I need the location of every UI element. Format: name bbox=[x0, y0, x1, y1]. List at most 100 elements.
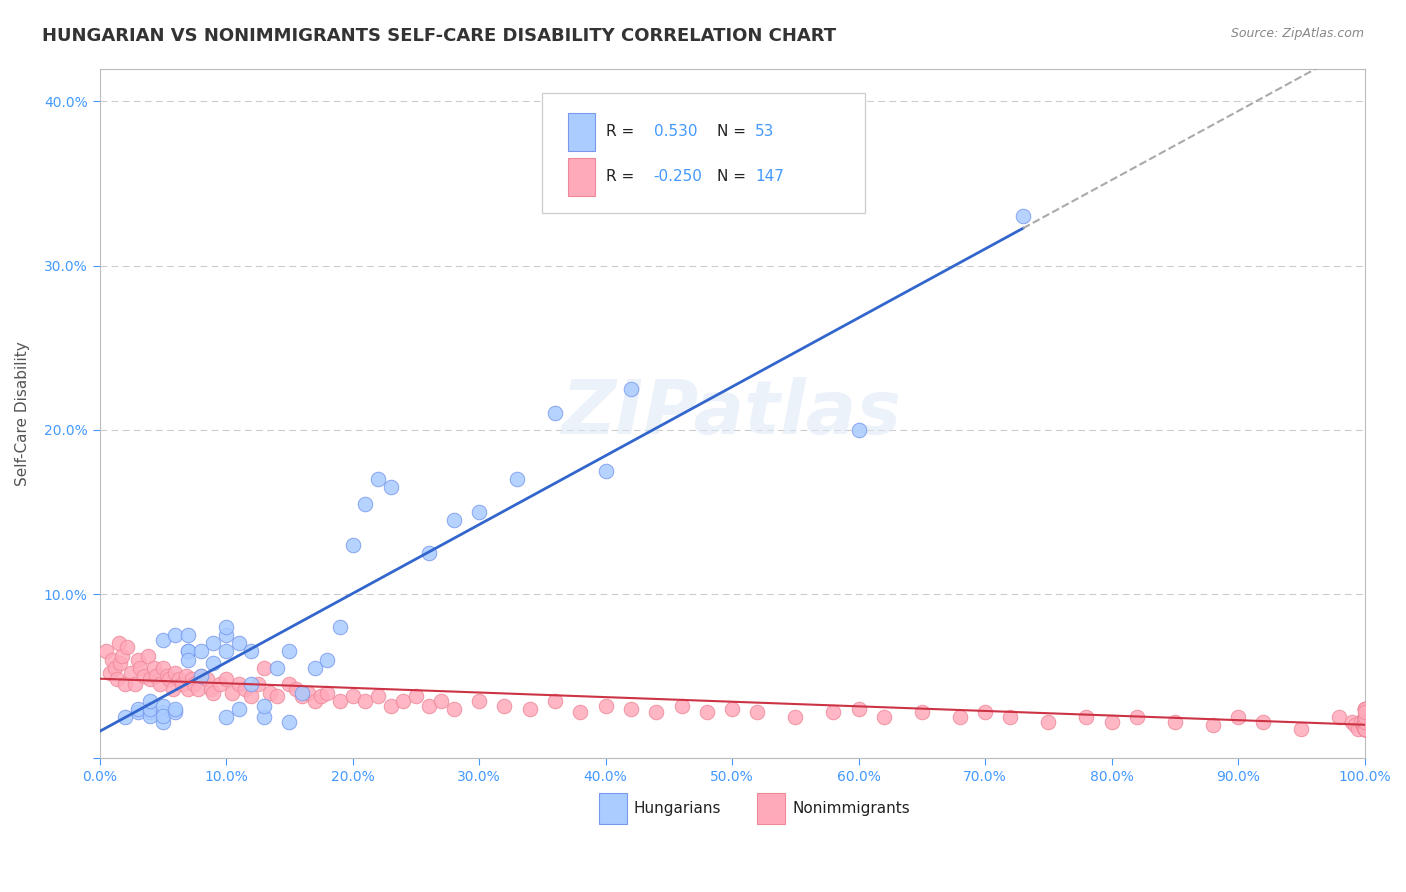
Point bbox=[309, 689, 332, 703]
Text: R =: R = bbox=[606, 169, 634, 185]
Point bbox=[1000, 710, 1022, 724]
Point bbox=[304, 694, 326, 708]
Point bbox=[1354, 710, 1376, 724]
Point bbox=[1354, 702, 1376, 716]
Point bbox=[1354, 718, 1376, 732]
Point bbox=[165, 702, 187, 716]
Point bbox=[195, 673, 218, 687]
Text: -0.250: -0.250 bbox=[654, 169, 703, 185]
Point bbox=[1354, 715, 1376, 730]
Point bbox=[145, 669, 167, 683]
Point bbox=[228, 636, 250, 650]
Point bbox=[443, 513, 465, 527]
Point bbox=[291, 685, 314, 699]
Text: 147: 147 bbox=[755, 169, 783, 185]
Point bbox=[595, 464, 617, 478]
Point bbox=[544, 406, 567, 420]
Point bbox=[1354, 722, 1376, 736]
Point bbox=[380, 698, 402, 713]
Bar bbox=[568, 113, 596, 152]
Point bbox=[165, 665, 187, 680]
Point bbox=[1329, 710, 1351, 724]
Point bbox=[104, 661, 127, 675]
Point bbox=[316, 653, 339, 667]
Point bbox=[111, 649, 134, 664]
Point bbox=[177, 682, 200, 697]
Point bbox=[949, 710, 972, 724]
Point bbox=[190, 669, 212, 683]
Text: 53: 53 bbox=[755, 125, 775, 139]
Point bbox=[127, 705, 149, 719]
Point bbox=[911, 705, 934, 719]
Point bbox=[187, 682, 209, 697]
Point bbox=[1354, 722, 1376, 736]
Point bbox=[124, 677, 146, 691]
Point bbox=[105, 673, 128, 687]
Point bbox=[246, 677, 269, 691]
Point bbox=[354, 497, 377, 511]
Point bbox=[1354, 715, 1376, 730]
Point bbox=[1354, 710, 1376, 724]
Point bbox=[132, 669, 155, 683]
Point bbox=[177, 628, 200, 642]
Point bbox=[1354, 710, 1376, 724]
Point bbox=[1350, 715, 1372, 730]
Point bbox=[1343, 718, 1365, 732]
Point bbox=[1354, 715, 1376, 730]
Point bbox=[139, 673, 162, 687]
Point bbox=[1202, 718, 1225, 732]
Point bbox=[1354, 722, 1376, 736]
Point bbox=[143, 661, 166, 675]
Point bbox=[595, 698, 617, 713]
Point bbox=[129, 661, 152, 675]
Point bbox=[443, 702, 465, 716]
Point bbox=[177, 653, 200, 667]
Point bbox=[1227, 710, 1250, 724]
Point bbox=[253, 661, 276, 675]
Point bbox=[1354, 715, 1376, 730]
Point bbox=[1291, 722, 1313, 736]
Point bbox=[1253, 715, 1275, 730]
Point bbox=[157, 673, 180, 687]
Point bbox=[1354, 722, 1376, 736]
Point bbox=[1164, 715, 1187, 730]
Point bbox=[468, 505, 491, 519]
Point bbox=[266, 661, 288, 675]
Point bbox=[1038, 715, 1060, 730]
Point bbox=[149, 677, 172, 691]
Bar bbox=[758, 793, 786, 823]
Point bbox=[152, 698, 174, 713]
Point bbox=[94, 644, 117, 658]
Point bbox=[202, 656, 225, 670]
Point bbox=[177, 644, 200, 658]
Point bbox=[297, 685, 319, 699]
Point bbox=[405, 689, 427, 703]
Point bbox=[215, 710, 238, 724]
Point bbox=[174, 669, 197, 683]
Text: Source: ZipAtlas.com: Source: ZipAtlas.com bbox=[1230, 27, 1364, 40]
Point bbox=[156, 669, 179, 683]
Point bbox=[1354, 718, 1376, 732]
Point bbox=[169, 673, 191, 687]
Text: Hungarians: Hungarians bbox=[634, 801, 721, 816]
Point bbox=[152, 715, 174, 730]
Point bbox=[848, 702, 870, 716]
Point bbox=[190, 644, 212, 658]
Point bbox=[342, 538, 364, 552]
Point bbox=[162, 682, 184, 697]
Text: R =: R = bbox=[606, 125, 634, 139]
Point bbox=[200, 682, 222, 697]
Point bbox=[114, 677, 136, 691]
Text: 0.530: 0.530 bbox=[654, 125, 697, 139]
Point bbox=[1341, 715, 1364, 730]
Point bbox=[1354, 718, 1376, 732]
Point bbox=[181, 673, 204, 687]
Point bbox=[1126, 710, 1149, 724]
Point bbox=[1354, 722, 1376, 736]
Point bbox=[1354, 718, 1376, 732]
Point bbox=[278, 677, 301, 691]
Point bbox=[101, 653, 124, 667]
Point bbox=[392, 694, 415, 708]
Bar bbox=[568, 158, 596, 196]
Point bbox=[1354, 722, 1376, 736]
